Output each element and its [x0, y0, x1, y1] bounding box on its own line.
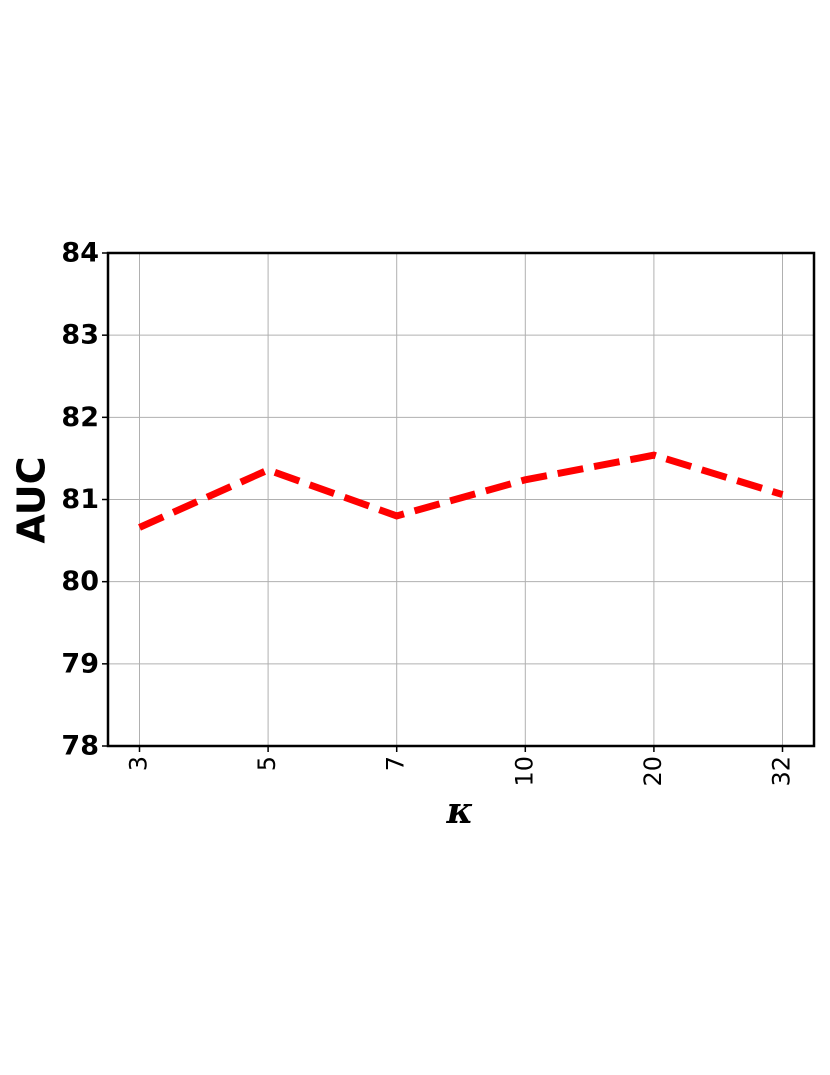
y-tick-label: 78 [61, 731, 99, 762]
y-axis-label: AUC [10, 457, 54, 544]
y-tick-label: 81 [61, 484, 99, 515]
x-axis-label: κ [446, 790, 474, 832]
y-tick-label: 84 [61, 238, 99, 269]
y-tick-label: 80 [61, 566, 99, 597]
plot-frame [106, 251, 816, 748]
x-tick-label: 20 [639, 756, 667, 787]
data-line [138, 451, 784, 531]
y-tick-label: 82 [61, 402, 99, 433]
x-tick-label: 32 [768, 756, 796, 787]
x-tick-label: 5 [253, 756, 281, 771]
x-tick-label: 3 [125, 756, 153, 771]
x-tick-label: 7 [382, 756, 410, 771]
x-tick-label: 10 [510, 756, 538, 787]
y-tick-label: 83 [61, 320, 99, 351]
y-tick-label: 79 [61, 648, 99, 679]
